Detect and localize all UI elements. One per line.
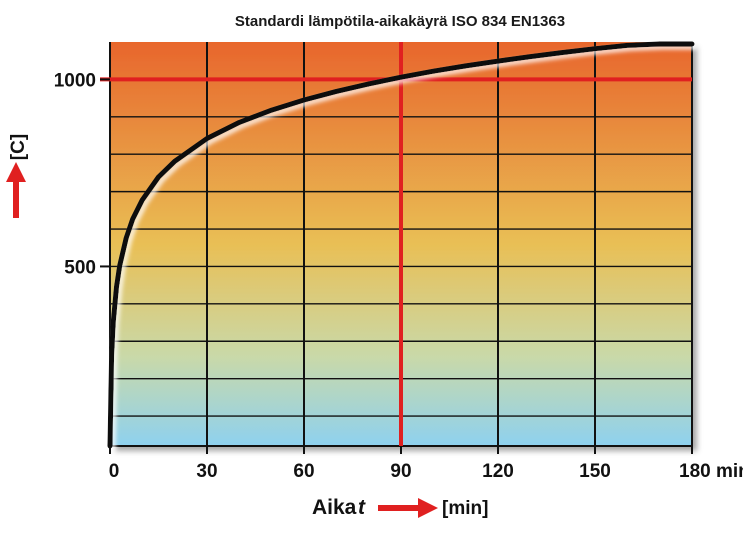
y-axis-arrow [6, 162, 26, 218]
x-tick-label: 60 [293, 461, 314, 482]
x-axis-label: Aika [312, 496, 357, 519]
x-axis-unit: [min] [442, 498, 488, 519]
x-axis-symbol: t [358, 496, 366, 519]
x-tick-label: 150 [579, 461, 611, 482]
y-axis-ticks: 500 1000 [54, 70, 110, 278]
x-axis-arrow [378, 498, 438, 518]
x-tick-label: 120 [482, 461, 514, 482]
y-axis-label: [C] [8, 134, 29, 160]
y-tick-label: 500 [64, 257, 96, 278]
temperature-curve [107, 41, 695, 449]
y-tick-label: 1000 [54, 70, 96, 91]
x-axis-ticks: 0 30 60 90 120 150 180 min [109, 446, 743, 482]
x-tick-label: 30 [196, 461, 217, 482]
chart-title: Standardi lämpötila-aikakäyrä ISO 834 EN… [235, 13, 565, 30]
x-tick-label: 90 [390, 461, 411, 482]
x-tick-label: 0 [109, 461, 120, 482]
x-tick-label: 180 min [679, 461, 743, 482]
